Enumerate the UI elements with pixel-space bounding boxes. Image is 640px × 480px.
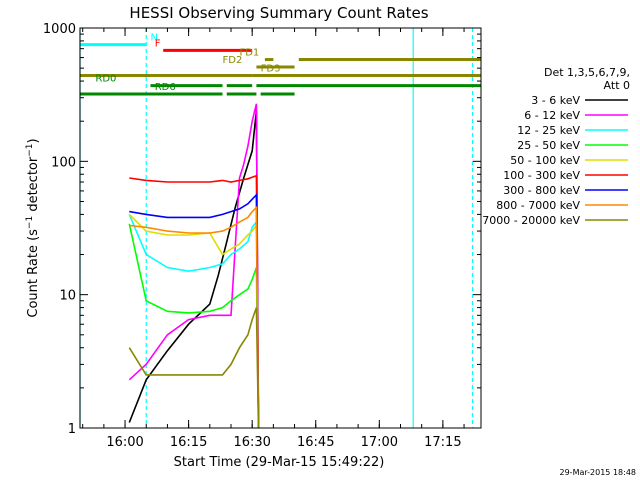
axes: 1 10 100 1000 16:00 16:15 16:30 16:45 17:00 17:15	[43, 22, 481, 450]
series-line	[129, 192, 260, 429]
series-line	[128, 214, 260, 429]
series-line	[129, 205, 260, 429]
x-tick-label: 17:00	[361, 435, 398, 450]
y-axis-label-end: )	[26, 138, 41, 143]
flag-label: FD2	[223, 55, 243, 66]
legend-label: 800 - 7000 keV	[496, 199, 580, 212]
legend-label: 25 - 50 keV	[517, 139, 580, 152]
legend: Det 1,3,5,6,7,9,Att 0 3 - 6 keV 6 - 12 keV…	[482, 66, 630, 227]
x-tick-label: 16:45	[297, 435, 334, 450]
legend-label: 6 - 12 keV	[524, 109, 580, 122]
flag-label: F	[155, 38, 161, 49]
legend-header: Det 1,3,5,6,7,9,	[544, 66, 630, 79]
legend-label: 3 - 6 keV	[531, 94, 580, 107]
chart-title: HESSI Observing Summary Count Rates	[129, 4, 428, 22]
legend-label: 12 - 25 keV	[517, 124, 580, 137]
legend-label: 100 - 300 keV	[503, 169, 580, 182]
x-tick-label: 17:15	[424, 435, 461, 450]
flag-label: FD3	[261, 64, 281, 75]
legend-label: 50 - 100 keV	[510, 154, 580, 167]
x-tick-label: 16:00	[106, 435, 143, 450]
y-axis-label: Count Rate (s−1 detector−1)	[25, 138, 41, 317]
flag-label: RD0	[95, 74, 116, 85]
y-tick-label: 1	[68, 422, 76, 437]
y-axis-label-sup1: −1	[25, 216, 35, 229]
series-line	[128, 223, 260, 429]
series-line	[128, 213, 260, 429]
x-axis-label: Start Time (29-Mar-15 15:49:22)	[174, 455, 385, 470]
legend-label: 7000 - 20000 keV	[482, 214, 580, 227]
plot-frame	[79, 27, 482, 429]
series-line	[128, 110, 260, 429]
y-tick-label: 1000	[43, 22, 76, 37]
y-axis-label-main: Count Rate (s	[26, 229, 41, 318]
y-axis-label-mid: detector	[26, 156, 41, 216]
flag-label: FD1	[239, 48, 259, 59]
series-line	[129, 174, 260, 429]
legend-header: Att 0	[604, 79, 630, 92]
y-axis-label-sup2: −1	[25, 143, 35, 156]
series-line	[128, 307, 260, 429]
legend-label: 300 - 800 keV	[503, 184, 580, 197]
y-tick-label: 10	[59, 289, 76, 304]
flag-label: N	[150, 33, 157, 44]
timestamp: 29-Mar-2015 18:48	[560, 468, 637, 477]
data-series	[128, 103, 260, 429]
x-tick-label: 16:30	[233, 435, 270, 450]
flag-label: RD6	[155, 82, 176, 93]
y-tick-label: 100	[51, 155, 76, 170]
x-tick-label: 16:15	[170, 435, 207, 450]
